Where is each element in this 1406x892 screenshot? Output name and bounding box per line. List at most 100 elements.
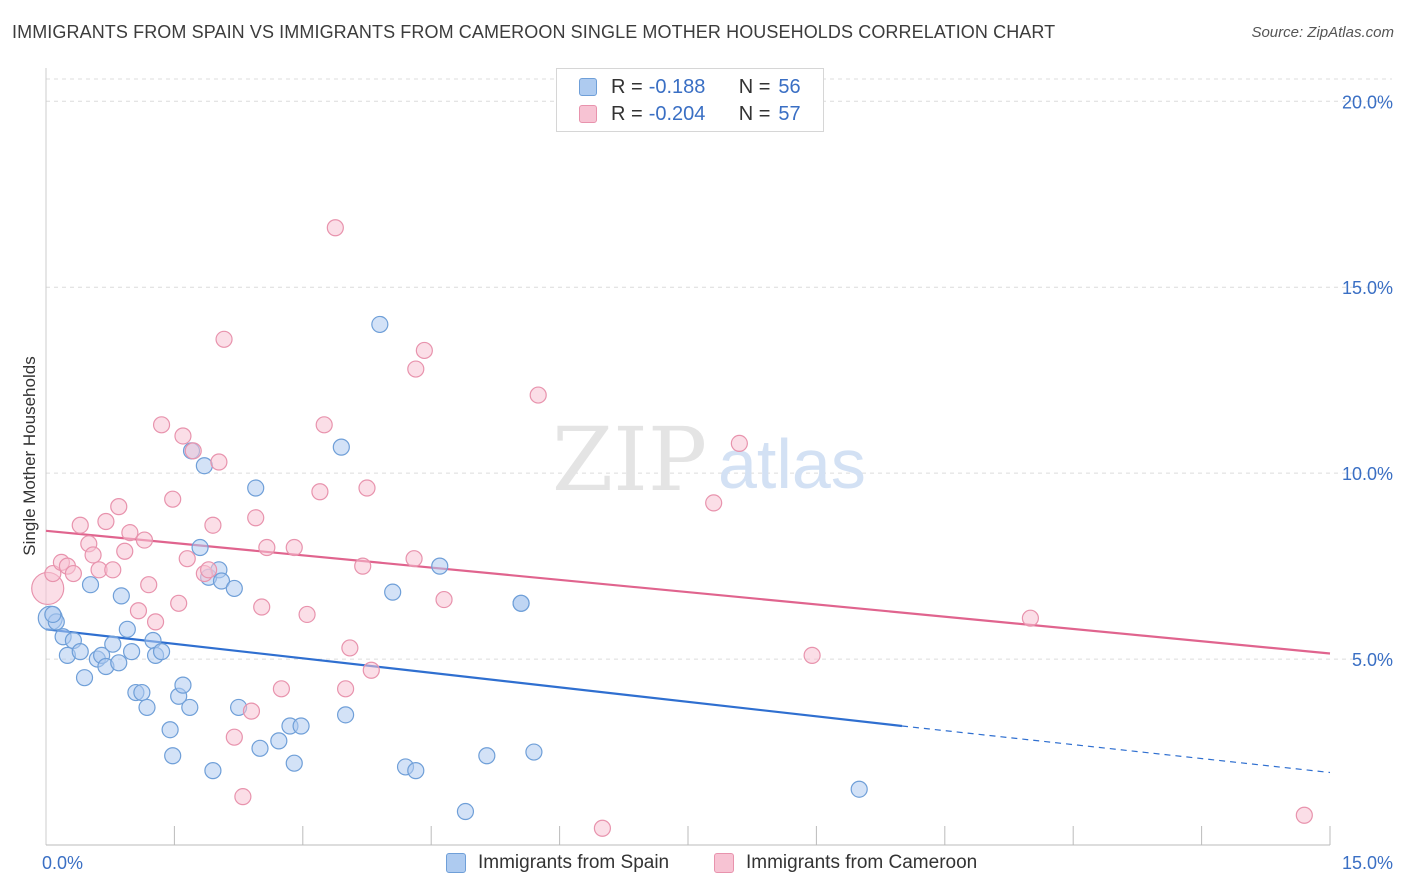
point-spain xyxy=(456,802,475,821)
point-cameroon xyxy=(337,680,355,698)
tick-labels: 5.0% 10.0% 15.0% 20.0% 0.0% 15.0% xyxy=(42,92,1393,873)
y-tick-label: 20.0% xyxy=(1342,92,1393,112)
point-cameroon xyxy=(204,516,222,534)
point-spain xyxy=(110,654,128,672)
point-cameroon xyxy=(354,557,372,575)
point-cameroon xyxy=(341,639,359,657)
point-spain xyxy=(138,698,156,717)
point-cameroon xyxy=(285,538,303,557)
point-cameroon xyxy=(225,728,243,746)
point-spain xyxy=(81,576,100,594)
point-cameroon xyxy=(407,360,425,378)
point-spain xyxy=(371,315,389,334)
point-spain xyxy=(123,643,141,661)
point-cameroon xyxy=(84,546,102,564)
legend-item-spain[interactable]: Immigrants from Spain xyxy=(446,852,669,874)
legend-n-value: 56 xyxy=(778,75,801,98)
point-cameroon xyxy=(210,453,228,471)
point-spain xyxy=(204,762,222,780)
point-spain xyxy=(118,620,136,638)
point-cameroon xyxy=(311,483,329,501)
point-cameroon xyxy=(253,598,271,616)
point-spain xyxy=(292,717,310,735)
point-spain xyxy=(525,743,543,761)
point-cameroon xyxy=(64,564,82,583)
legend-r-value: -0.204 xyxy=(648,102,706,125)
point-cameroon xyxy=(315,416,333,434)
point-cameroon xyxy=(164,490,182,508)
point-cameroon xyxy=(298,605,316,624)
watermark-zip: ZIP xyxy=(552,408,707,511)
point-cameroon xyxy=(121,524,139,542)
point-cameroon xyxy=(1295,806,1313,824)
point-spain xyxy=(161,721,179,739)
point-spain xyxy=(247,479,265,497)
data-points xyxy=(31,219,1313,837)
y-axis-label: Single Mother Households xyxy=(20,356,39,556)
legend-label-spain: Immigrants from Spain xyxy=(478,852,670,873)
point-cameroon xyxy=(170,594,188,612)
point-cameroon xyxy=(174,427,192,445)
point-cameroon xyxy=(405,550,423,568)
axes xyxy=(45,68,1331,846)
legend-r-label: R = xyxy=(611,75,643,98)
point-cameroon xyxy=(215,330,233,348)
point-cameroon xyxy=(242,702,261,720)
point-spain xyxy=(270,732,288,750)
point-cameroon xyxy=(234,788,252,806)
x-tick-label: 0.0% xyxy=(42,853,83,873)
legend-label-cameroon: Immigrants from Cameroon xyxy=(746,852,978,873)
grid-lines xyxy=(46,78,1392,660)
legend-n-value: 57 xyxy=(778,102,801,125)
point-spain xyxy=(478,747,496,765)
point-spain xyxy=(512,594,530,612)
point-spain xyxy=(251,739,269,757)
point-spain xyxy=(104,635,122,653)
chart-title: IMMIGRANTS FROM SPAIN VS IMMIGRANTS FROM… xyxy=(12,22,1056,42)
y-tick-label: 5.0% xyxy=(1352,650,1393,670)
point-cameroon xyxy=(1021,609,1040,627)
legend-item-cameroon[interactable]: Immigrants from Cameroon xyxy=(714,852,977,874)
point-cameroon xyxy=(247,509,265,527)
trend-line-spain-extension xyxy=(901,725,1331,774)
point-spain xyxy=(195,457,213,475)
series-legend: Immigrants from Spain Immigrants from Ca… xyxy=(0,852,1406,878)
point-spain xyxy=(225,579,243,598)
x-tick-label: 15.0% xyxy=(1342,853,1393,873)
point-cameroon xyxy=(272,680,290,698)
point-spain xyxy=(212,572,231,590)
legend-swatch-cameroon xyxy=(714,853,734,873)
point-cameroon xyxy=(146,613,165,631)
point-cameroon xyxy=(71,516,89,534)
point-spain xyxy=(337,706,355,724)
legend-n-label: N = xyxy=(738,75,771,98)
legend-swatch-cameroon xyxy=(579,105,597,123)
point-cameroon xyxy=(730,434,748,453)
point-cameroon xyxy=(705,494,723,512)
point-cameroon xyxy=(415,341,433,360)
point-cameroon xyxy=(116,542,134,560)
point-cameroon xyxy=(152,416,171,434)
y-tick-label: 15.0% xyxy=(1342,278,1393,298)
point-cameroon xyxy=(593,819,612,837)
legend-n-label: N = xyxy=(738,102,771,125)
trend-line-spain xyxy=(45,628,903,728)
point-cameroon xyxy=(184,442,202,460)
point-cameroon xyxy=(140,576,158,594)
point-cameroon xyxy=(135,531,154,549)
point-spain xyxy=(407,762,425,780)
legend-r-value: -0.188 xyxy=(648,75,706,98)
correlation-legend: R = -0.188 N = 56 R = -0.204 N = 57 xyxy=(556,68,824,132)
point-spain xyxy=(332,438,350,456)
point-cameroon xyxy=(129,602,148,620)
point-spain xyxy=(75,669,94,687)
point-cameroon xyxy=(326,219,344,237)
point-spain xyxy=(384,583,402,601)
point-cameroon xyxy=(803,646,821,664)
point-spain xyxy=(850,780,868,798)
y-tick-label: 10.0% xyxy=(1342,464,1393,484)
legend-swatch-spain xyxy=(579,78,597,96)
point-spain xyxy=(285,754,303,772)
point-spain xyxy=(112,587,130,605)
